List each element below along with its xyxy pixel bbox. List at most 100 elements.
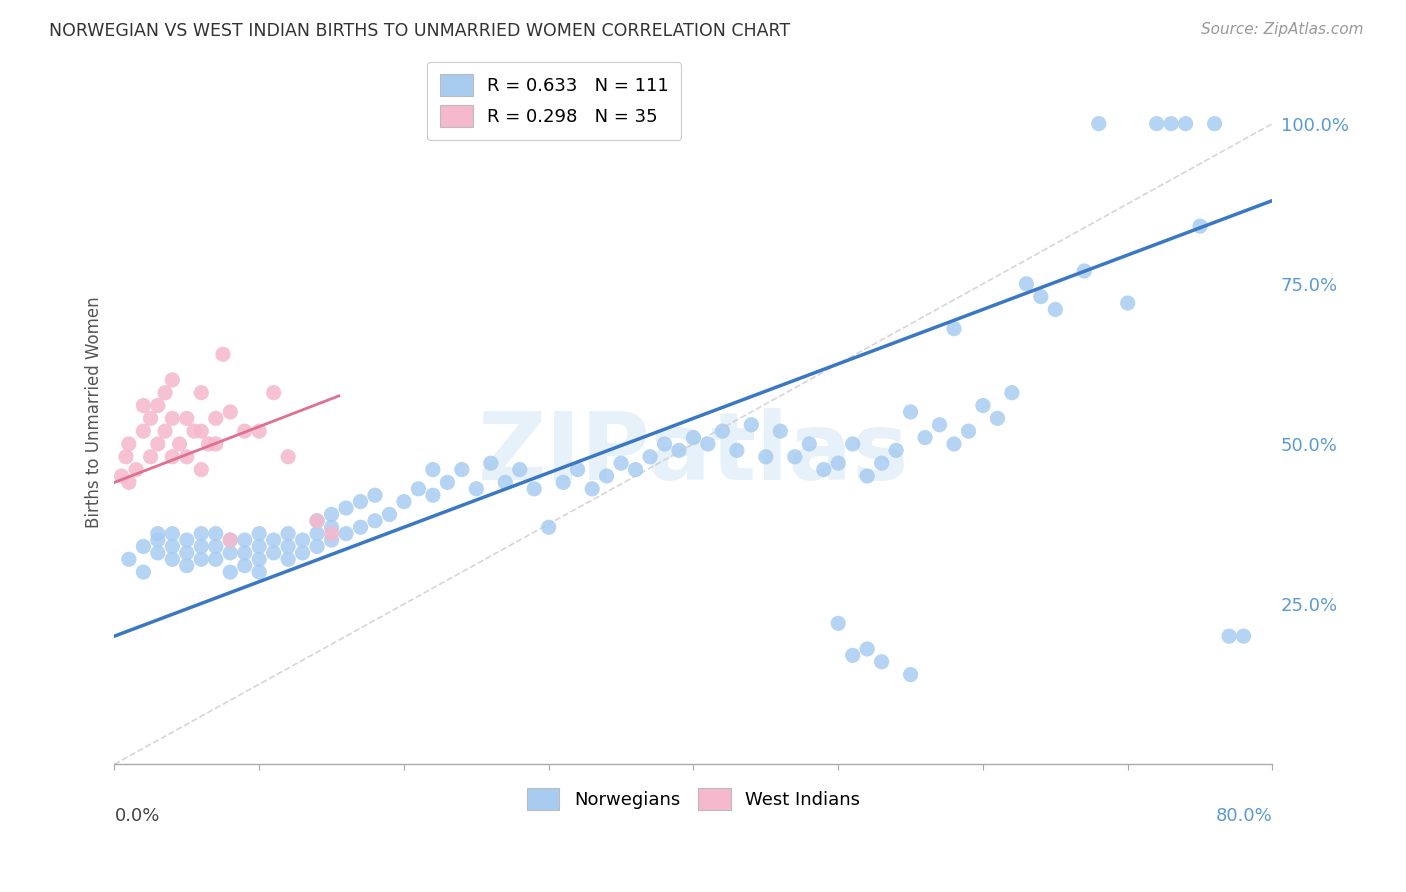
Point (523, 482, 546, 496)
Point (291, 546, 314, 560)
Point (162, 450, 184, 464)
Point (1204, 117, 1226, 131)
Point (307, 514, 329, 528)
Point (827, 456, 849, 470)
Point (553, 475, 575, 490)
Point (364, 514, 387, 528)
Point (349, 520, 371, 534)
Point (139, 411, 162, 425)
Point (233, 533, 256, 547)
Point (436, 475, 458, 490)
Point (1116, 296, 1139, 310)
Point (335, 526, 357, 541)
Point (408, 482, 430, 496)
Point (291, 533, 314, 547)
Point (146, 546, 169, 560)
Point (233, 424, 256, 438)
Point (118, 475, 141, 490)
Point (509, 462, 531, 476)
Point (581, 482, 603, 496)
Point (162, 540, 184, 554)
Point (132, 565, 155, 579)
Point (115, 450, 138, 464)
Point (957, 424, 980, 438)
Point (884, 443, 907, 458)
Point (378, 508, 401, 522)
Point (277, 526, 299, 541)
Point (1189, 219, 1212, 234)
Point (263, 385, 285, 400)
Point (146, 526, 169, 541)
Point (277, 540, 299, 554)
Point (900, 667, 922, 681)
Point (146, 437, 169, 451)
Point (392, 494, 415, 508)
Point (146, 399, 169, 413)
Point (307, 514, 329, 528)
Point (1218, 629, 1240, 643)
Point (321, 526, 343, 541)
Point (624, 462, 647, 476)
Point (176, 411, 198, 425)
Point (204, 411, 226, 425)
Point (335, 501, 357, 516)
Point (799, 437, 821, 451)
Point (197, 437, 219, 451)
Point (162, 552, 184, 566)
Point (1146, 117, 1168, 131)
Point (190, 385, 212, 400)
Point (233, 558, 256, 573)
Point (1001, 385, 1024, 400)
Point (813, 462, 835, 476)
Point (697, 437, 720, 451)
Point (870, 456, 893, 470)
Point (162, 526, 184, 541)
Point (219, 405, 242, 419)
Point (219, 546, 242, 560)
Point (247, 540, 270, 554)
Point (233, 546, 256, 560)
Point (190, 462, 212, 476)
Point (139, 450, 162, 464)
Point (928, 417, 950, 432)
Point (638, 450, 661, 464)
Text: Source: ZipAtlas.com: Source: ZipAtlas.com (1201, 22, 1364, 37)
Point (190, 540, 212, 554)
Point (422, 488, 444, 502)
Point (247, 424, 270, 438)
Point (668, 443, 690, 458)
Point (610, 456, 633, 470)
Point (1015, 277, 1038, 291)
Point (132, 540, 155, 554)
Point (321, 508, 343, 522)
Point (162, 373, 184, 387)
Point (1029, 290, 1052, 304)
Point (1045, 302, 1067, 317)
Point (307, 540, 329, 554)
Point (219, 565, 242, 579)
Point (870, 655, 893, 669)
Point (769, 424, 792, 438)
Point (183, 424, 205, 438)
Point (118, 437, 141, 451)
Point (219, 533, 242, 547)
Point (494, 475, 516, 490)
Point (169, 437, 191, 451)
Text: 0.0%: 0.0% (114, 806, 160, 824)
Point (204, 552, 226, 566)
Point (349, 494, 371, 508)
Point (1087, 117, 1109, 131)
Point (118, 552, 141, 566)
Point (321, 533, 343, 547)
Point (783, 450, 806, 464)
Text: ZIPatlas: ZIPatlas (478, 409, 910, 500)
Point (204, 540, 226, 554)
Point (364, 488, 387, 502)
Point (422, 462, 444, 476)
Point (856, 642, 879, 657)
Point (176, 546, 198, 560)
Point (914, 431, 936, 445)
Point (755, 450, 778, 464)
Point (277, 552, 299, 566)
Point (132, 424, 155, 438)
